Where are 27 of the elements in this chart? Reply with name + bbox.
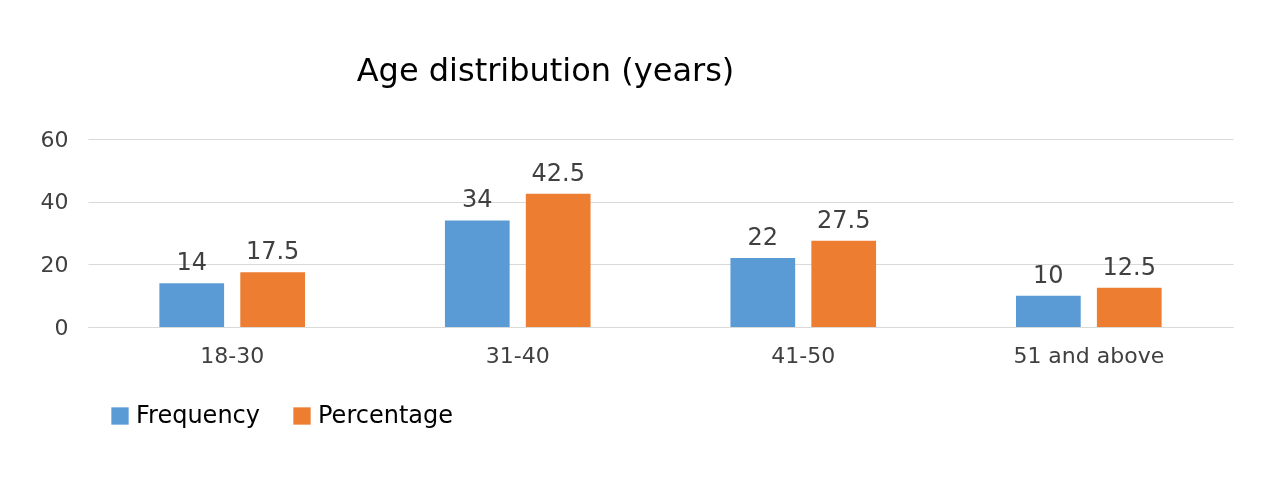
y-tick-label: 0 — [54, 314, 69, 340]
data-label: 14 — [176, 248, 208, 277]
data-label: 22 — [747, 223, 779, 252]
data-label: 27.5 — [817, 205, 871, 234]
data-label: 12.5 — [1102, 252, 1156, 281]
bar — [525, 193, 591, 327]
data-label: 17.5 — [245, 237, 300, 266]
y-tick-label: 40 — [40, 189, 69, 215]
bar — [730, 258, 796, 327]
bar — [444, 220, 510, 327]
y-tick-label: 20 — [40, 251, 69, 277]
x-tick-label: 51 and above — [1013, 342, 1165, 368]
chart-title: Age distribution (years) — [356, 51, 735, 89]
x-tick-label: 18-30 — [200, 342, 265, 368]
legend-label: Percentage — [318, 401, 454, 429]
bar — [240, 272, 306, 327]
x-tick-label: 41-50 — [771, 342, 836, 368]
legend-label: Frequency — [136, 401, 260, 429]
data-label: 10 — [1033, 260, 1064, 289]
y-tick-label: 60 — [40, 126, 69, 152]
x-tick-label: 31-40 — [485, 342, 550, 368]
bar — [159, 283, 225, 327]
bar — [1015, 295, 1081, 327]
bar — [1096, 287, 1162, 327]
bar — [811, 240, 877, 327]
data-label: 42.5 — [531, 158, 585, 187]
data-label: 34 — [462, 185, 493, 214]
